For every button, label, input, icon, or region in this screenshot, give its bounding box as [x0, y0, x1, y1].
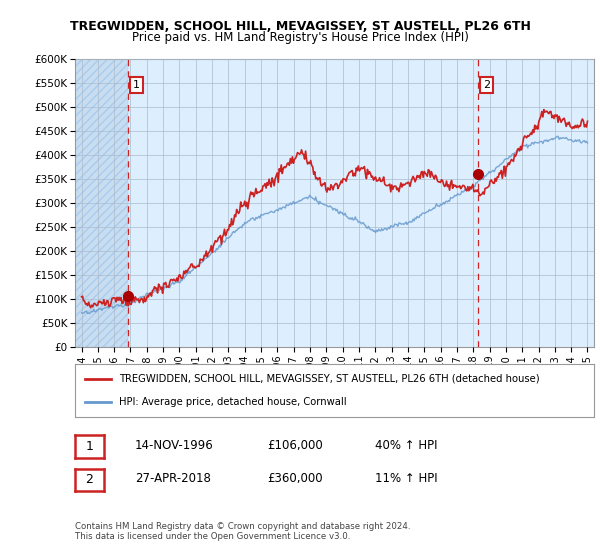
Text: TREGWIDDEN, SCHOOL HILL, MEVAGISSEY, ST AUSTELL, PL26 6TH: TREGWIDDEN, SCHOOL HILL, MEVAGISSEY, ST … [70, 20, 530, 32]
Bar [73, 59, 128, 347]
Text: 40% ↑ HPI: 40% ↑ HPI [375, 438, 437, 452]
Text: 27-APR-2018: 27-APR-2018 [135, 472, 211, 486]
Text: 1: 1 [85, 440, 94, 453]
Text: 2: 2 [483, 80, 490, 90]
Text: £360,000: £360,000 [267, 472, 323, 486]
Text: £106,000: £106,000 [267, 438, 323, 452]
Text: 2: 2 [85, 473, 94, 487]
Text: 14-NOV-1996: 14-NOV-1996 [135, 438, 214, 452]
Text: HPI: Average price, detached house, Cornwall: HPI: Average price, detached house, Corn… [119, 397, 347, 407]
Text: Price paid vs. HM Land Registry's House Price Index (HPI): Price paid vs. HM Land Registry's House … [131, 31, 469, 44]
Text: 1: 1 [133, 80, 140, 90]
Text: Contains HM Land Registry data © Crown copyright and database right 2024.
This d: Contains HM Land Registry data © Crown c… [75, 522, 410, 542]
Text: TREGWIDDEN, SCHOOL HILL, MEVAGISSEY, ST AUSTELL, PL26 6TH (detached house): TREGWIDDEN, SCHOOL HILL, MEVAGISSEY, ST … [119, 374, 540, 384]
Text: 11% ↑ HPI: 11% ↑ HPI [375, 472, 437, 486]
